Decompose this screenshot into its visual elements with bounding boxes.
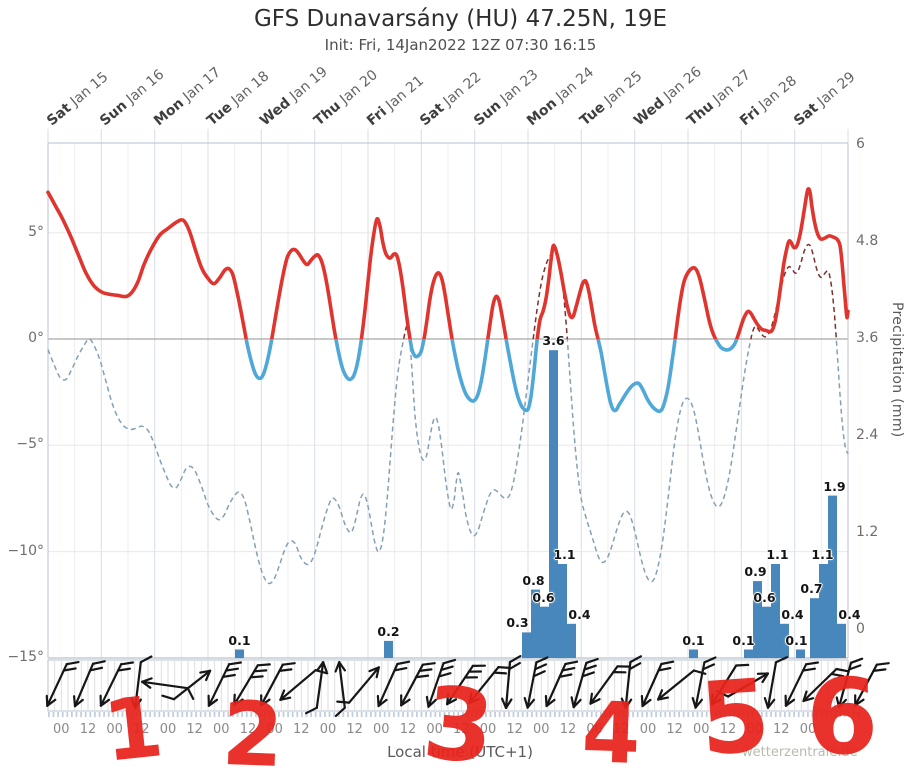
wind-barb <box>710 663 750 706</box>
precip-bar <box>796 649 805 659</box>
wind-barb <box>141 677 195 701</box>
wind-barb <box>260 662 296 707</box>
precip-bar <box>744 649 753 659</box>
wind-barb <box>763 656 789 709</box>
wind-barb <box>716 672 770 698</box>
precip-bar <box>540 606 549 658</box>
wind-barb <box>835 657 864 709</box>
precip-bar <box>531 589 540 658</box>
wind-barb <box>620 655 643 710</box>
precip-bar <box>780 623 789 658</box>
temperature-curve-above-zero <box>46 186 850 339</box>
wind-barb <box>691 656 717 709</box>
precip-bar <box>819 564 828 659</box>
wind-barb <box>640 660 675 708</box>
precip-bar <box>753 581 762 659</box>
wind-barb <box>802 667 850 703</box>
wind-barb <box>468 665 512 705</box>
wind-barb <box>544 660 579 708</box>
x-axis-title: Local time (UTC+1) <box>387 743 533 761</box>
precip-bar <box>549 350 558 658</box>
precip-bar <box>810 598 819 659</box>
temperature-curve-below-zero <box>244 339 739 414</box>
wind-barb <box>570 657 599 709</box>
wind-barb <box>99 661 134 707</box>
precip-bar <box>522 632 531 659</box>
right-axis-title: Precipitation (mm) <box>889 302 905 438</box>
wind-barb <box>207 661 242 707</box>
chart-title: GFS Dunavarsány (HU) 47.25N, 19E <box>253 6 668 32</box>
wind-barb <box>656 669 707 701</box>
wind-barb <box>233 663 271 706</box>
wind-barb <box>45 660 80 707</box>
precip-bar <box>567 623 576 658</box>
precip-bar <box>235 649 244 659</box>
wind-barb <box>784 661 820 707</box>
watermark: wetterzentrale.de <box>742 745 858 760</box>
wind-barb <box>523 656 549 709</box>
precip-bar <box>558 564 567 659</box>
wind-barb <box>336 666 380 704</box>
precip-bar <box>828 495 837 659</box>
precip-bar <box>689 649 698 659</box>
wind-barb <box>446 664 486 706</box>
wind-barb <box>854 662 890 707</box>
precip-bar <box>384 640 393 658</box>
wind-barb <box>305 661 328 715</box>
chart-subtitle: Init: Fri, 14Jan2022 12Z 07:30 16:15 <box>324 36 597 54</box>
wind-barb <box>589 665 631 705</box>
wind-barb <box>425 658 457 708</box>
wind-barb <box>334 661 346 718</box>
precip-bar <box>771 564 780 659</box>
wind-barb <box>130 655 153 709</box>
precip-bar <box>762 606 771 658</box>
precip-bar <box>837 623 846 658</box>
wind-barb <box>376 660 411 708</box>
wind-barb <box>400 662 436 707</box>
wind-barb <box>72 660 106 708</box>
wind-barb <box>501 654 522 710</box>
wind-barb <box>161 669 212 701</box>
dewpoint-curve-below-zero <box>47 339 849 585</box>
